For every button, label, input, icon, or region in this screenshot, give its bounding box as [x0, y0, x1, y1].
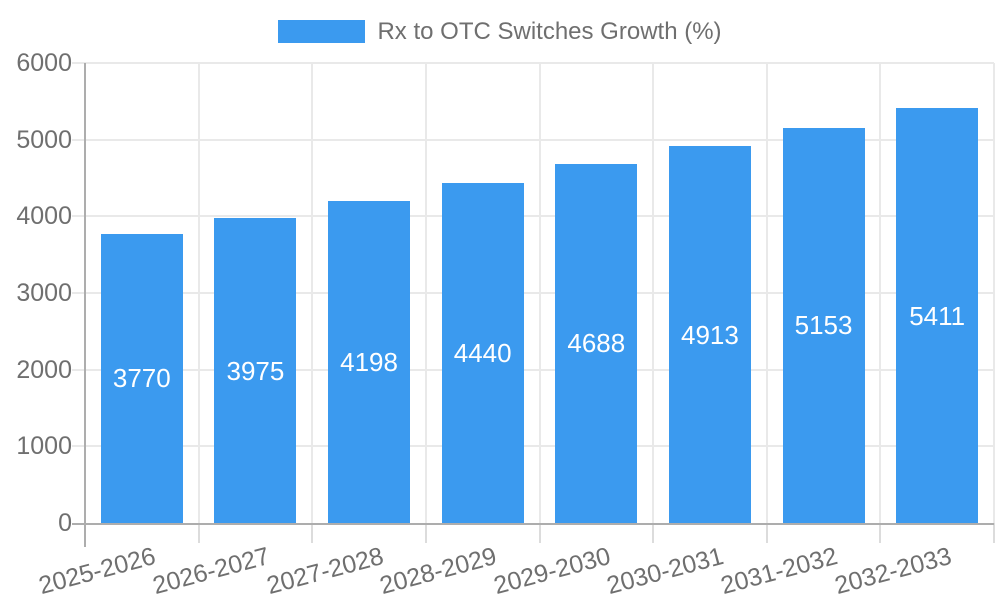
y-axis-tick-label: 5000 — [16, 125, 72, 154]
x-tick-mark — [311, 523, 314, 543]
y-axis-tick-label: 4000 — [16, 202, 72, 231]
bar — [214, 218, 297, 523]
bar — [896, 108, 979, 523]
bar-value-label: 4440 — [453, 337, 512, 368]
x-tick-mark — [652, 523, 655, 543]
x-axis-tick-label: 2030-2031 — [604, 542, 727, 600]
bar — [782, 127, 865, 523]
x-tick-mark — [879, 523, 882, 543]
bar-value-label: 4688 — [567, 328, 626, 359]
x-gridline — [879, 63, 882, 523]
bar — [100, 233, 183, 523]
x-gridline — [424, 63, 427, 523]
y-tick-mark — [72, 368, 85, 371]
bar-value-label: 3975 — [226, 355, 285, 386]
x-gridline — [197, 63, 200, 523]
x-axis-tick-label: 2032-2033 — [831, 542, 955, 600]
x-tick-mark — [993, 523, 995, 543]
x-axis-line — [72, 523, 994, 525]
x-tick-mark — [424, 523, 427, 543]
y-axis-tick-label: 6000 — [16, 49, 72, 77]
x-axis-tick-label: 2025-2026 — [36, 542, 159, 600]
x-gridline — [993, 63, 995, 523]
x-gridline — [765, 63, 768, 523]
x-tick-mark — [197, 523, 200, 543]
x-gridline — [311, 63, 314, 523]
bar-value-label: 4198 — [340, 347, 398, 378]
x-gridline — [652, 63, 655, 523]
y-axis-line — [84, 63, 86, 547]
x-axis-tick-label: 2029-2030 — [490, 542, 614, 600]
bar — [328, 201, 411, 523]
legend-swatch-icon — [278, 20, 366, 43]
bar — [555, 163, 638, 523]
bar-value-label: 3770 — [112, 363, 171, 394]
bar-value-label: 5153 — [794, 310, 853, 341]
x-axis-tick-label: 2026-2027 — [149, 542, 273, 600]
x-axis-tick-label: 2028-2029 — [376, 542, 500, 600]
x-tick-mark — [765, 523, 768, 543]
bar-value-label: 5411 — [909, 300, 966, 331]
y-tick-mark — [72, 445, 85, 448]
legend-item[interactable]: Rx to OTC Switches Growth (%) — [0, 19, 1000, 44]
y-tick-mark — [72, 138, 85, 141]
bar — [668, 146, 751, 523]
y-axis-tick-label: 3000 — [16, 279, 72, 307]
x-axis-tick-label: 2031-2032 — [717, 542, 841, 600]
y-tick-mark — [72, 292, 85, 294]
y-tick-mark — [72, 215, 85, 218]
y-axis-tick-label: 2000 — [16, 355, 72, 384]
legend-label: Rx to OTC Switches Growth (%) — [377, 18, 722, 45]
x-gridline — [538, 63, 541, 523]
y-axis-tick-label: 0 — [58, 509, 72, 537]
y-axis-tick-label: 1000 — [16, 432, 72, 461]
x-axis-tick-label: 2027-2028 — [263, 542, 387, 600]
x-tick-mark — [538, 523, 541, 543]
bar-value-label: 4913 — [681, 319, 739, 350]
bar — [441, 182, 524, 523]
y-tick-mark — [72, 62, 85, 64]
